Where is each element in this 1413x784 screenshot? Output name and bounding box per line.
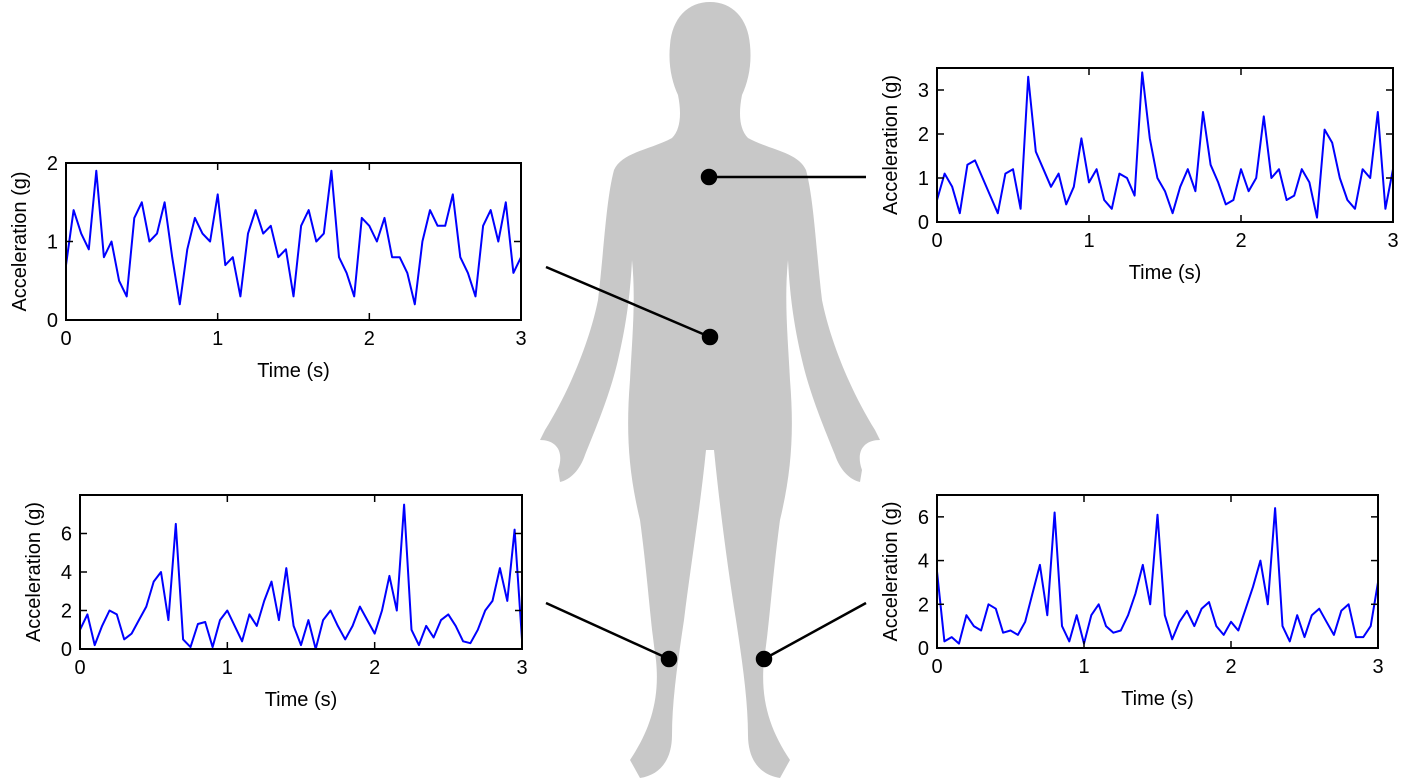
y-axis-label: Acceleration (g)	[9, 171, 31, 311]
data-line	[936, 71, 1394, 219]
y-tick-label: 6	[918, 507, 929, 529]
sensor-dot	[660, 650, 678, 668]
chart: 0 1 2 3 0 2 4 6 Time (s) Acceleration (g)	[23, 494, 528, 711]
y-tick-label: 0	[61, 639, 72, 661]
chart: 0 1 2 3 0 1 2 3 Time (s) Acceleration (g)	[880, 67, 1399, 284]
x-tick-label: 2	[364, 328, 375, 350]
y-tick-label: 2	[918, 594, 929, 616]
y-axis-label: Acceleration (g)	[880, 75, 902, 215]
chart: 0 1 2 3 0 2 4 6 Time (s) Acceleration (g)	[880, 494, 1384, 710]
plot-frame	[936, 494, 1379, 649]
data-line	[79, 503, 523, 650]
y-tick-label: 0	[918, 212, 929, 234]
connector-line	[545, 601, 670, 661]
x-axis-label: Time (s)	[265, 689, 338, 711]
y-tick-label: 2	[61, 601, 72, 623]
y-tick-label: 2	[918, 124, 929, 146]
plot-frame	[936, 67, 1394, 223]
data-line	[936, 507, 1379, 645]
x-tick-label: 3	[515, 328, 526, 350]
y-tick-label: 4	[61, 562, 72, 584]
y-tick-label: 2	[47, 153, 58, 175]
x-tick-label: 3	[1372, 656, 1383, 678]
chart: 0 1 2 3 0 1 2 Time (s) Acceleration (g)	[9, 153, 527, 382]
x-tick-label: 2	[1225, 656, 1236, 678]
x-tick-label: 0	[931, 656, 942, 678]
x-tick-label: 3	[1387, 230, 1398, 252]
x-tick-label: 1	[1083, 230, 1094, 252]
body-silhouette	[540, 2, 880, 778]
y-tick-label: 3	[918, 80, 929, 102]
x-tick-label: 2	[369, 657, 380, 679]
x-tick-label: 1	[222, 657, 233, 679]
sensor-dot	[701, 328, 719, 346]
x-axis-label: Time (s)	[1121, 688, 1194, 710]
connectors	[545, 168, 867, 668]
y-axis-label: Acceleration (g)	[23, 502, 45, 642]
x-tick-label: 0	[931, 230, 942, 252]
x-axis-label: Time (s)	[1129, 262, 1202, 284]
x-tick-label: 1	[1078, 656, 1089, 678]
data-line	[65, 169, 522, 306]
x-tick-label: 2	[1235, 230, 1246, 252]
sensor-dot	[755, 650, 773, 668]
sensor-dot	[700, 168, 718, 186]
x-tick-label: 0	[74, 657, 85, 679]
x-tick-label: 0	[60, 328, 71, 350]
x-tick-label: 1	[212, 328, 223, 350]
connector-line	[545, 265, 711, 339]
y-tick-label: 1	[918, 168, 929, 190]
y-tick-label: 6	[61, 524, 72, 546]
connector-line	[763, 601, 867, 661]
y-tick-label: 0	[918, 638, 929, 660]
x-tick-label: 3	[516, 657, 527, 679]
y-tick-label: 1	[47, 232, 58, 254]
x-axis-label: Time (s)	[257, 360, 330, 382]
y-axis-label: Acceleration (g)	[880, 501, 902, 641]
y-tick-label: 4	[918, 551, 929, 573]
y-tick-label: 0	[47, 310, 58, 332]
